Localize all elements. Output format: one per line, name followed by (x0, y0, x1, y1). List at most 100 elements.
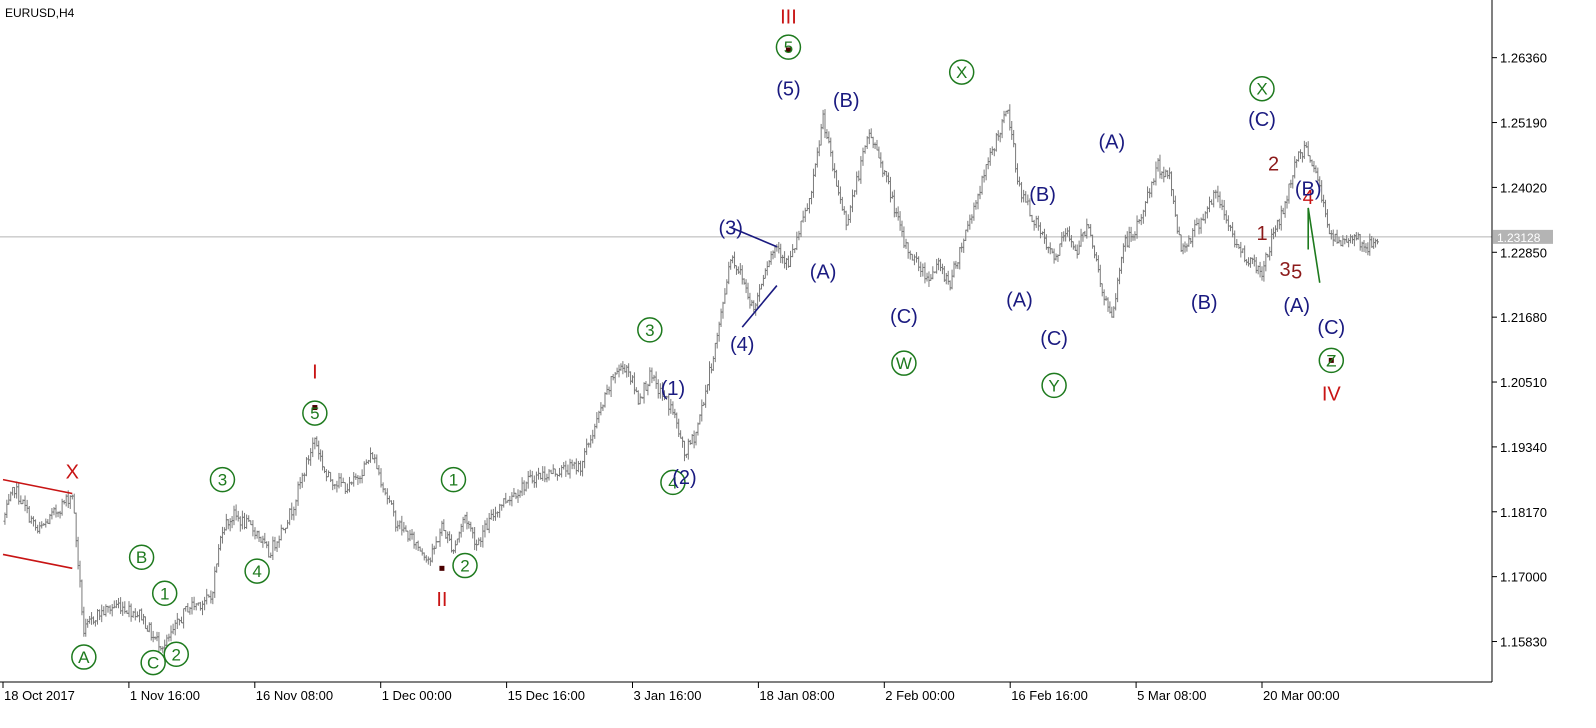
y-tick-label: 1.20510 (1500, 375, 1547, 390)
wave-label: (5) (776, 79, 800, 101)
wave-label: 5 (310, 404, 319, 423)
x-ticks-layer: 18 Oct 2017 1 Nov 16:00 16 Nov 08:00 1 Dec … (2, 682, 1340, 703)
y-tick-label: 1.26360 (1500, 51, 1547, 66)
wave-label-circle (775, 34, 802, 60)
y-ticks-layer: 1.26360 1.25190 1.24020 1.22850 1.21680 1.205… (1492, 51, 1547, 650)
wave-label: (2) (672, 467, 696, 489)
wave-label: IV (1322, 384, 1342, 406)
wave-label: (A) (1006, 289, 1033, 311)
wave-label-circle (452, 552, 478, 579)
y-tick-label: 1.24020 (1500, 180, 1547, 195)
x-tick-label: 18 Oct 2017 (4, 688, 75, 703)
x-tick-label: 16 Feb 16:00 (1011, 688, 1088, 703)
x-tick-label: 16 Nov 08:00 (256, 688, 333, 703)
x-tick-label: 18 Jan 08:00 (759, 688, 834, 703)
wave-label: (B) (833, 90, 860, 112)
wave-label: 2 (172, 645, 181, 664)
pivot-marker (1328, 357, 1334, 363)
wave-label: (B) (1295, 179, 1322, 201)
wave-label-circle (128, 544, 155, 570)
wave-label: X (956, 63, 967, 82)
y-tick-label: 1.21680 (1500, 310, 1547, 325)
wave-label: (1) (661, 378, 685, 400)
x-tick-label: 3 Jan 16:00 (634, 688, 702, 703)
x-tick-label: 20 Mar 00:00 (1263, 688, 1340, 703)
wave-label: Y (1048, 376, 1059, 395)
price-bars-layer (3, 104, 1380, 653)
wave-label: (A) (1283, 295, 1310, 317)
wave-label: (C) (890, 306, 918, 328)
wave-label: (B) (1191, 292, 1218, 314)
wave-label: Z (1326, 351, 1336, 370)
y-tick-label: 1.25190 (1500, 116, 1547, 131)
trendline (2, 553, 73, 570)
y-tick-label: 1.19340 (1500, 440, 1547, 455)
wave-label: 4 (252, 562, 261, 581)
wave-label: III (780, 7, 797, 29)
x-tick-label: 1 Dec 00:00 (382, 688, 452, 703)
wave-label-circle (948, 59, 975, 85)
pivot-markers-layer (312, 47, 1334, 571)
wave-label: 2 (460, 557, 469, 576)
wave-label: 3 (645, 321, 654, 340)
trendline (741, 285, 778, 328)
wave-label: (C) (1317, 317, 1345, 339)
wave-label: X (1256, 80, 1267, 99)
trendline (730, 226, 778, 248)
wave-label-circle (140, 649, 166, 676)
wave-label: X (66, 461, 79, 483)
wave-label: B (136, 548, 147, 567)
wave-label-circle (302, 400, 328, 426)
wave-label: 3 (1280, 259, 1291, 281)
wave-label-circle (891, 350, 917, 376)
pivot-marker (785, 47, 791, 53)
x-tick-label: 5 Mar 08:00 (1137, 688, 1206, 703)
y-tick-label: 1.22850 (1500, 245, 1547, 260)
y-tick-label: 1.17000 (1500, 570, 1547, 585)
wave-label-circle (71, 644, 97, 670)
wave-label: (C) (1040, 328, 1068, 350)
axes-layer: EURUSD,H4 (0, 0, 1493, 683)
wave-label: (B) (1029, 184, 1056, 206)
x-tick-label: 2 Feb 00:00 (885, 688, 954, 703)
wave-label: 1 (1256, 223, 1267, 245)
wave-label: W (896, 354, 912, 373)
trendline (2, 478, 73, 495)
x-tick-label: 1 Nov 16:00 (130, 688, 200, 703)
current-price-layer: 1.23128 (0, 229, 1553, 245)
wave-label-circle (660, 469, 686, 496)
pivot-marker (439, 565, 445, 571)
wave-label: II (436, 589, 447, 611)
y-tick-label: 1.18170 (1500, 505, 1547, 520)
wave-label: 4 (668, 473, 677, 492)
wave-label-circle (163, 641, 190, 668)
current-price-tag (1493, 229, 1553, 244)
wave-label: 5 (1291, 262, 1302, 284)
wave-label-circle (637, 317, 663, 343)
wave-label: 1 (449, 471, 458, 490)
wave-label: 3 (218, 471, 227, 490)
wave-label: A (78, 648, 90, 667)
wave-label: (A) (1099, 131, 1126, 153)
wave-label: 1 (160, 584, 169, 603)
wave-label: I (312, 361, 318, 383)
wave-label: (C) (1248, 109, 1276, 131)
current-price-label: 1.23128 (1497, 231, 1541, 245)
wave-label-circle (1318, 347, 1345, 374)
wave-label-circle (1249, 75, 1275, 102)
wave-label-circle (440, 466, 467, 493)
wave-label: (3) (718, 217, 742, 239)
wave-label-circle (151, 580, 178, 607)
wave-label: 2 (1268, 154, 1279, 176)
trendlines-layer (2, 207, 1321, 570)
wave-label-circle (244, 558, 270, 584)
wave-label: 5 (784, 38, 793, 57)
x-tick-label: 15 Dec 16:00 (508, 688, 585, 703)
trendline (1307, 207, 1321, 283)
wave-label: (A) (810, 262, 837, 284)
wave-label: 4 (1303, 187, 1314, 209)
